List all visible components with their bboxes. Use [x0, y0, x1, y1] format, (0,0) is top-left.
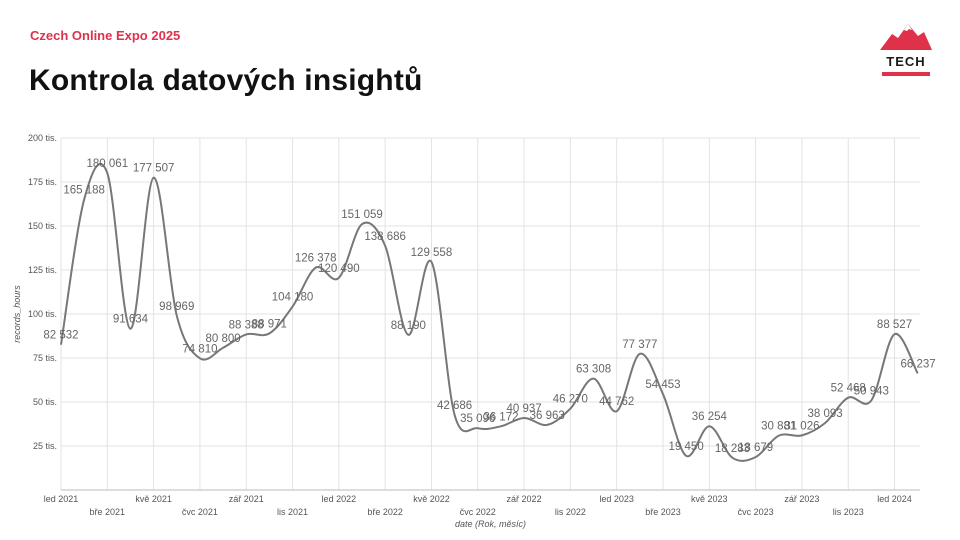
chart-grid	[60, 137, 920, 491]
x-tick-label: zář 2022	[507, 494, 542, 504]
data-label: 44 762	[599, 396, 634, 408]
x-tick-label: lis 2022	[555, 507, 586, 517]
data-label: 54 453	[645, 379, 680, 391]
data-label: 80 800	[205, 333, 240, 345]
x-tick-label: čvc 2022	[460, 507, 496, 517]
x-tick-label: led 2024	[877, 494, 912, 504]
x-tick-label: bře 2022	[367, 507, 403, 517]
y-tick-label: 100 tis.	[28, 309, 57, 319]
y-tick-label: 25 tis.	[33, 441, 57, 451]
y-tick-label: 150 tis.	[28, 221, 57, 231]
x-tick-label: kvě 2021	[135, 494, 172, 504]
y-tick-label: 75 tis.	[33, 353, 57, 363]
x-tick-label: led 2023	[599, 494, 634, 504]
x-tick-label: čvc 2023	[738, 507, 774, 517]
x-tick-label: čvc 2021	[182, 507, 218, 517]
records-hours-line-chart: 25 tis. 50 tis. 75 tis. 100 tis. 125 tis. 150…	[12, 133, 936, 529]
data-label: 74 810	[182, 343, 217, 355]
data-label: 36 963	[530, 410, 565, 422]
mountain-icon	[880, 24, 932, 50]
x-tick-label: led 2022	[322, 494, 357, 504]
data-label: 66 237	[900, 358, 935, 370]
data-label: 18 679	[738, 442, 773, 454]
slide-title: Kontrola datových insightů	[29, 64, 423, 97]
data-label: 88 190	[391, 320, 426, 332]
data-label: 177 507	[133, 163, 175, 175]
data-label: 46 270	[553, 394, 588, 406]
data-label: 36 254	[692, 411, 728, 423]
y-tick-label: 125 tis.	[28, 265, 57, 275]
x-tick-label: bře 2021	[90, 507, 126, 517]
x-tick-label: zář 2023	[784, 494, 819, 504]
x-axis: led 2021 bře 2021 kvě 2021 čvc 2021 zář 2021…	[44, 489, 920, 517]
data-label: 180 061	[87, 158, 129, 170]
x-tick-label: kvě 2023	[691, 494, 728, 504]
x-tick-label: kvě 2022	[413, 494, 450, 504]
data-label: 88 388	[229, 319, 264, 331]
data-label: 165 188	[63, 184, 105, 196]
data-label: 30 881	[761, 421, 796, 433]
data-label: 38 093	[807, 408, 842, 420]
x-tick-label: lis 2021	[277, 507, 308, 517]
x-tick-label: zář 2021	[229, 494, 264, 504]
x-tick-label: led 2021	[44, 494, 79, 504]
x-axis-title: date (Rok, měsíc)	[455, 519, 526, 529]
data-label: 104 180	[272, 292, 314, 304]
data-label: 50 943	[854, 385, 889, 397]
y-axis-title: records_hours	[12, 285, 22, 343]
data-label: 129 558	[411, 247, 453, 259]
data-label: 91 634	[113, 314, 149, 326]
data-label: 82 532	[43, 330, 78, 342]
data-label: 40 937	[506, 403, 541, 415]
x-tick-label: lis 2023	[833, 507, 864, 517]
data-label: 120 490	[318, 263, 360, 275]
y-tick-label: 175 tis.	[28, 177, 57, 187]
tech-logo: TECH	[878, 20, 934, 78]
data-label: 31 026	[784, 420, 819, 432]
logo-text: TECH	[886, 54, 926, 69]
data-label: 19 450	[669, 441, 704, 453]
y-tick-label: 50 tis.	[33, 397, 57, 407]
event-name: Czech Online Expo 2025	[30, 28, 181, 43]
data-label: 35 096	[460, 413, 495, 425]
data-label: 138 686	[364, 231, 406, 243]
y-axis: 25 tis. 50 tis. 75 tis. 100 tis. 125 tis. 150…	[28, 133, 57, 451]
data-label: 63 308	[576, 364, 611, 376]
x-tick-label: bře 2023	[645, 507, 681, 517]
data-label: 98 969	[159, 301, 194, 313]
data-label: 18 283	[715, 443, 750, 455]
data-label: 151 059	[341, 209, 383, 221]
data-label: 126 378	[295, 253, 337, 265]
series-line	[60, 162, 919, 462]
y-tick-label: 200 tis.	[28, 133, 57, 143]
data-label: 88 971	[252, 318, 287, 330]
data-labels: 82 532 165 188 180 061 91 634 177 507 98 969 7…	[43, 158, 935, 455]
data-label: 77 377	[622, 339, 657, 351]
data-label: 36 172	[483, 411, 518, 423]
logo-underline	[882, 72, 930, 76]
data-label: 88 527	[877, 319, 912, 331]
data-label: 52 468	[831, 383, 866, 395]
data-label: 42 686	[437, 400, 472, 412]
